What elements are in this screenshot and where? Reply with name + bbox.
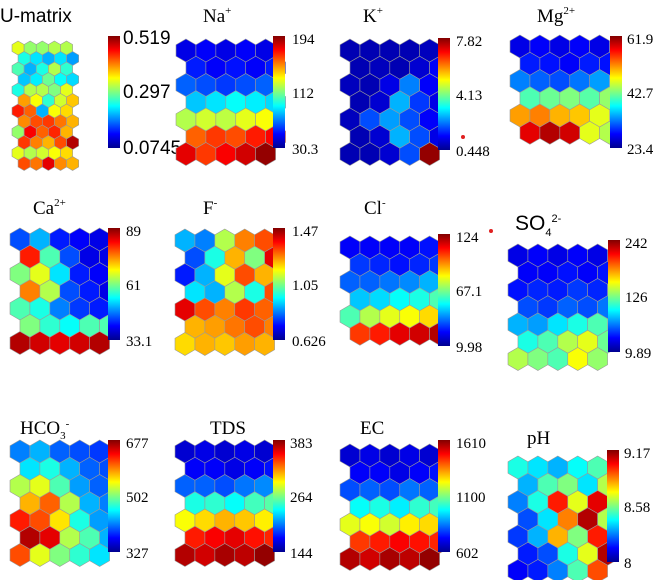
panel-u-matrix: U-matrix 0.519 0.297 0.0745 <box>0 6 181 171</box>
hex-map <box>11 40 79 171</box>
hex-cell <box>419 547 440 571</box>
colorbar <box>273 228 285 340</box>
colorbar-tick-min: 30.3 <box>292 142 318 158</box>
panel-f: F- 1.47 1.05 0.626 <box>174 197 326 356</box>
panel-ca: Ca2+ 89 61 33.1 <box>9 197 152 355</box>
colorbar-tick-min: 327 <box>126 546 149 562</box>
hex-map <box>9 439 120 567</box>
panel-title: Cl- <box>364 197 386 219</box>
colorbar <box>273 440 285 552</box>
colorbar-tick-mid: 42.7 <box>627 86 654 102</box>
panel-title: F- <box>203 197 218 219</box>
colorbar-tick-mid: 0.297 <box>123 82 171 103</box>
panel-so4: SO42- 242 126 9.89 <box>507 212 651 371</box>
panel-na: Na+ 194 112 30.3 <box>175 5 318 166</box>
colorbar-tick-max: 7.82 <box>456 34 482 50</box>
hex-map <box>175 38 286 166</box>
colorbar-tick-mid: 126 <box>625 290 648 306</box>
colorbar <box>108 36 120 148</box>
panel-title: EC <box>360 418 384 439</box>
panel-ph: pH 9.17 8.58 8 <box>507 428 651 580</box>
colorbar-tick-min: 0.0745 <box>123 138 181 159</box>
colorbar-tick-min: 0.626 <box>292 334 326 350</box>
hex-cell <box>66 156 79 171</box>
colorbar <box>108 228 120 340</box>
panel-title: SO42- <box>515 212 562 239</box>
colorbar <box>438 440 450 552</box>
colorbar-tick-min: 8 <box>624 556 632 572</box>
hex-map <box>509 34 620 145</box>
panel-title: TDS <box>210 418 246 439</box>
panel-title: K+ <box>363 5 383 27</box>
panel-title: U-matrix <box>0 6 72 27</box>
colorbar <box>438 38 450 150</box>
hex-map <box>507 455 618 580</box>
hex-cell <box>587 347 608 371</box>
red-dot-marker <box>461 135 465 139</box>
colorbar <box>607 450 619 562</box>
colorbar-tick-mid: 264 <box>290 490 313 506</box>
panel-k: K+ 7.82 4.13 0.448 <box>339 5 490 166</box>
colorbar-tick-mid: 67.1 <box>456 284 482 300</box>
hex-map <box>339 38 450 166</box>
colorbar-tick-min: 23.4 <box>627 142 654 158</box>
panel-ec: EC 1610 1100 602 <box>339 418 486 571</box>
panel-hco3: HCO3- 677 502 327 <box>9 418 149 567</box>
colorbar-tick-min: 602 <box>456 546 479 562</box>
panel-title: Ca2+ <box>33 197 66 219</box>
red-dot-marker <box>489 229 493 233</box>
colorbar-tick-min: 33.1 <box>126 334 152 350</box>
colorbar <box>438 234 450 346</box>
panel-title: HCO3- <box>20 418 70 442</box>
colorbar-tick-mid: 61 <box>126 278 141 294</box>
panel-title: Na+ <box>203 5 231 27</box>
colorbar-tick-max: 61.9 <box>627 32 653 48</box>
hex-cell <box>255 142 276 166</box>
colorbar-tick-max: 194 <box>292 32 315 48</box>
colorbar <box>610 36 622 148</box>
colorbar <box>608 240 620 352</box>
colorbar-tick-max: 1.47 <box>292 224 319 240</box>
colorbar-tick-mid: 1100 <box>456 490 485 506</box>
colorbar-tick-max: 89 <box>126 224 141 240</box>
colorbar-tick-max: 383 <box>290 436 313 452</box>
hex-cell <box>587 559 608 580</box>
panel-tds: TDS 383 264 144 <box>174 418 313 567</box>
colorbar-tick-min: 0.448 <box>456 144 490 160</box>
colorbar-tick-mid: 1.05 <box>292 278 318 294</box>
panel-mg: Mg2+ 61.9 42.7 23.4 <box>509 5 654 158</box>
colorbar-tick-mid: 4.13 <box>456 88 482 104</box>
colorbar-tick-max: 242 <box>625 236 648 252</box>
colorbar-tick-max: 9.17 <box>624 446 651 462</box>
colorbar <box>108 440 120 552</box>
hex-map <box>339 443 450 571</box>
colorbar <box>273 36 285 148</box>
colorbar-tick-max: 124 <box>456 230 479 246</box>
colorbar-tick-mid: 502 <box>126 490 149 506</box>
colorbar-tick-mid: 8.58 <box>624 500 650 516</box>
panel-cl: Cl- 124 67.1 9.98 <box>339 197 493 356</box>
panel-title: Mg2+ <box>537 5 575 27</box>
colorbar-tick-min: 9.89 <box>625 346 651 362</box>
colorbar-tick-max: 677 <box>126 436 149 452</box>
colorbar-tick-mid: 112 <box>292 86 314 102</box>
colorbar-tick-max: 1610 <box>456 436 486 452</box>
hex-map <box>9 227 120 355</box>
colorbar-tick-max: 0.519 <box>123 28 171 49</box>
panel-title: pH <box>527 428 551 449</box>
hex-map <box>174 228 285 356</box>
hex-map <box>339 235 450 346</box>
hex-map <box>507 243 618 371</box>
colorbar-tick-min: 144 <box>290 546 313 562</box>
hex-map <box>174 439 285 567</box>
colorbar-tick-min: 9.98 <box>456 340 482 356</box>
